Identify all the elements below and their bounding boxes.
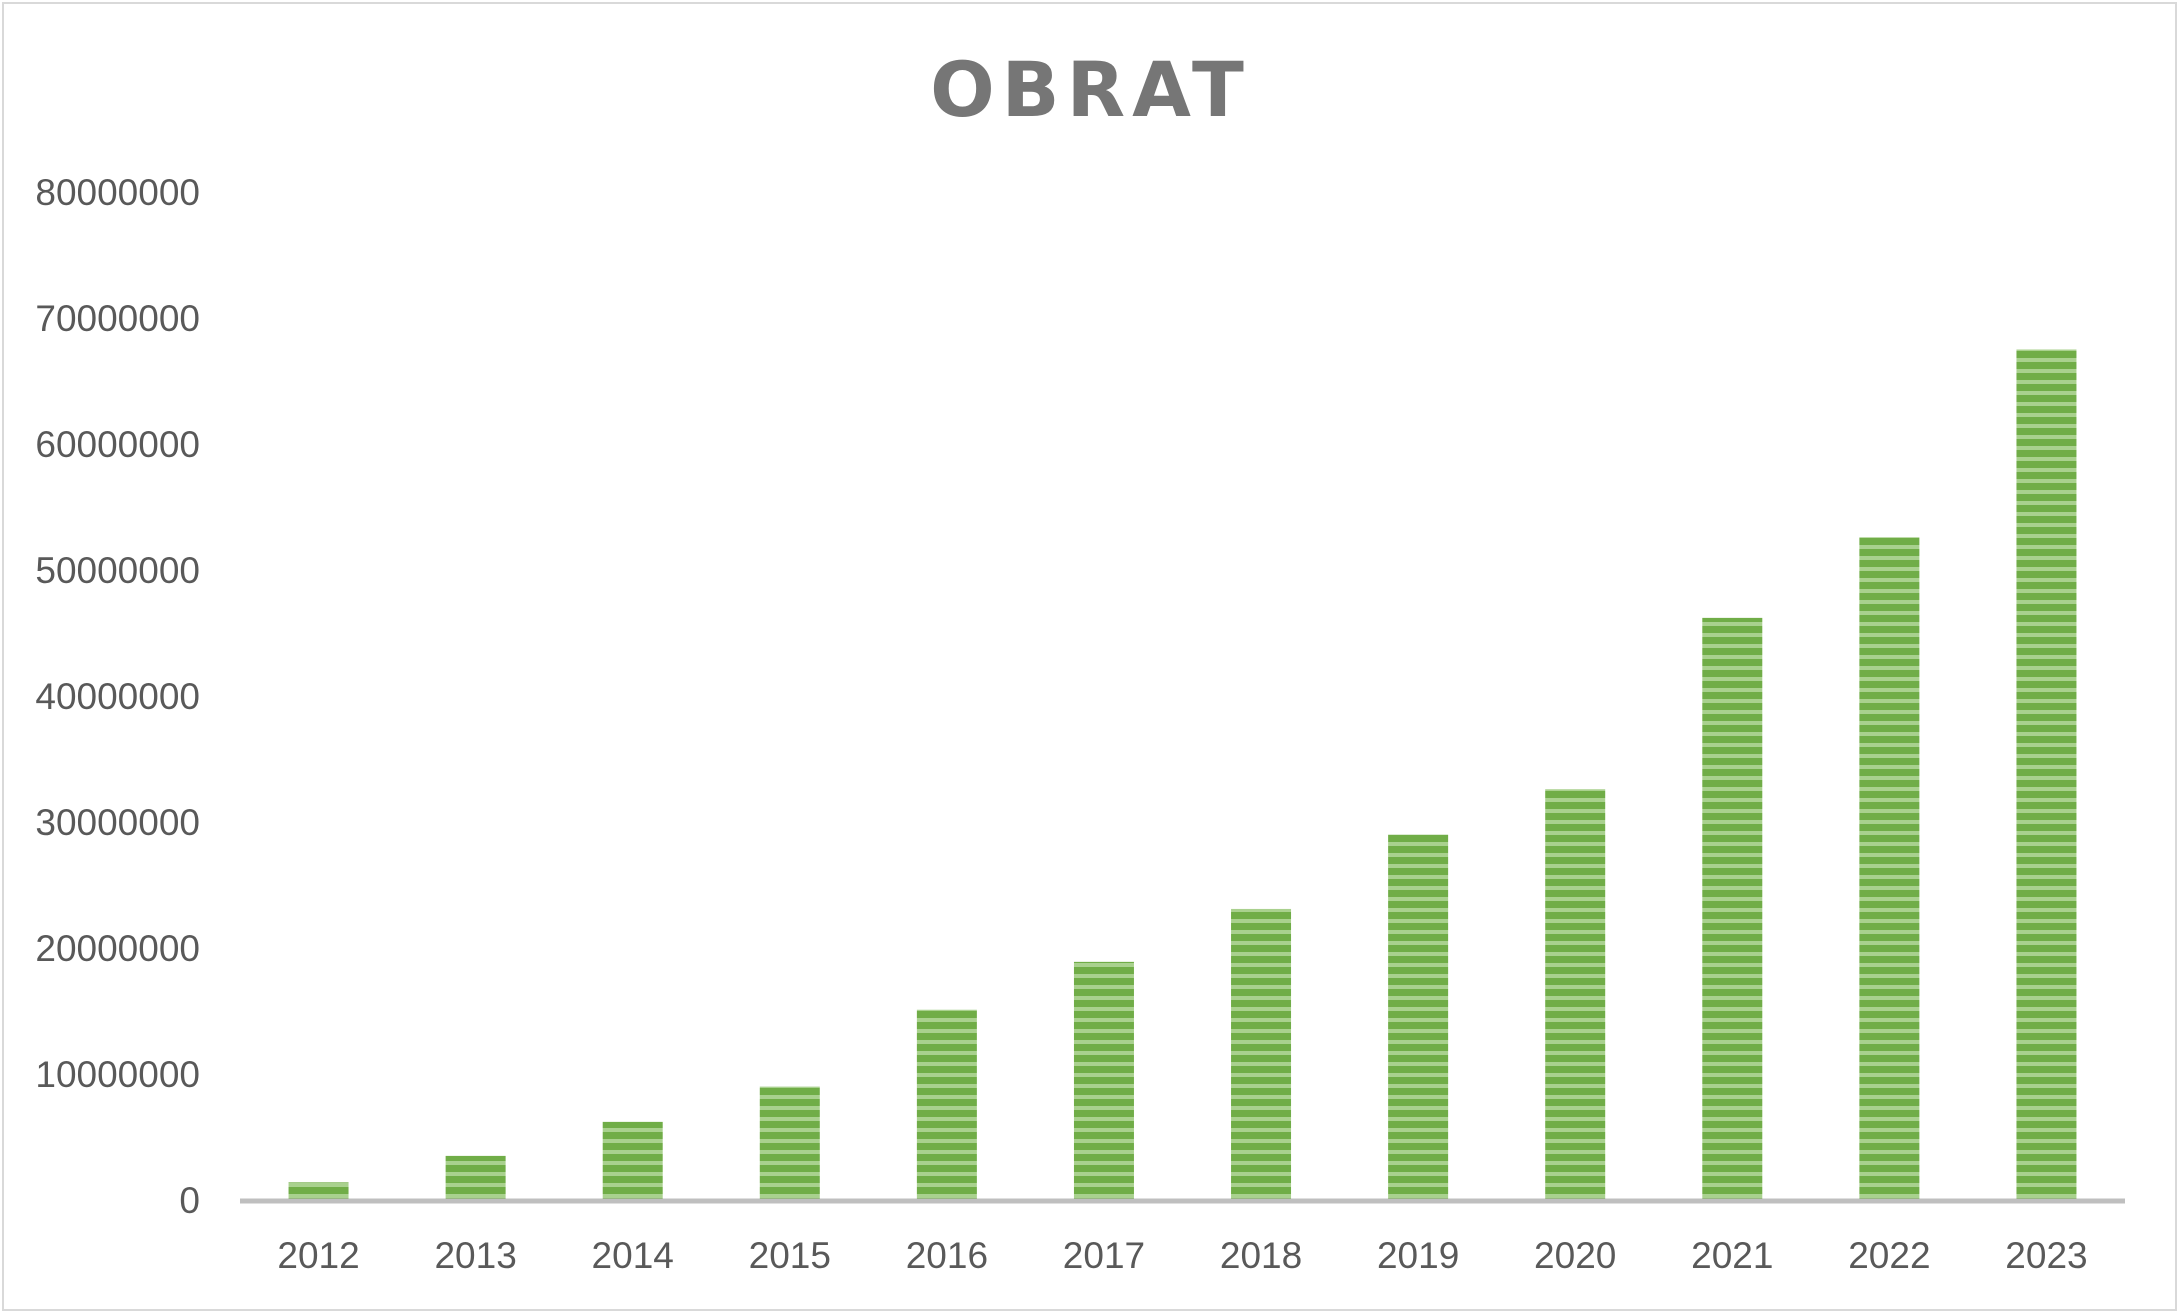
bar-2021	[1702, 617, 1763, 1200]
bars	[288, 349, 2077, 1200]
y-tick-label: 0	[179, 1180, 200, 1221]
y-axis-tick-labels: 0 10000000 20000000 30000000 40000000 5000000…	[35, 172, 200, 1221]
y-tick-label: 50000000	[35, 550, 200, 591]
x-tick-label-2014: 2014	[592, 1235, 674, 1276]
y-tick-label: 70000000	[35, 298, 200, 339]
x-tick-label-2017: 2017	[1063, 1235, 1145, 1276]
chart-title: OBRAT	[930, 45, 1251, 134]
x-tick-label-2021: 2021	[1691, 1235, 1773, 1276]
x-tick-label-2016: 2016	[906, 1235, 988, 1276]
x-tick-label-2018: 2018	[1220, 1235, 1302, 1276]
bar-2023	[2016, 349, 2077, 1200]
bar-2015	[759, 1086, 820, 1200]
bar-2016	[916, 1009, 977, 1200]
x-axis-tick-labels: 2012 2013 2014 2015 2016 2017 2018 2019 2020 2021…	[277, 1235, 2087, 1276]
bar-2018	[1231, 908, 1292, 1200]
bar-2012	[288, 1182, 349, 1200]
x-tick-label-2015: 2015	[749, 1235, 831, 1276]
y-tick-label: 20000000	[35, 928, 200, 969]
x-tick-label-2013: 2013	[434, 1235, 516, 1276]
y-tick-label: 30000000	[35, 802, 200, 843]
y-tick-label: 80000000	[35, 172, 200, 213]
x-tick-label-2020: 2020	[1534, 1235, 1616, 1276]
bar-2019	[1388, 834, 1449, 1200]
y-tick-label: 40000000	[35, 676, 200, 717]
x-tick-label-2023: 2023	[2005, 1235, 2087, 1276]
y-tick-label: 60000000	[35, 424, 200, 465]
bar-2022	[1859, 537, 1920, 1200]
x-tick-label-2012: 2012	[277, 1235, 359, 1276]
bar-2020	[1545, 789, 1606, 1200]
bar-2017	[1073, 961, 1134, 1200]
bar-2013	[445, 1155, 506, 1200]
x-tick-label-2019: 2019	[1377, 1235, 1459, 1276]
y-tick-label: 10000000	[35, 1054, 200, 1095]
x-tick-label-2022: 2022	[1848, 1235, 1930, 1276]
bar-2014	[602, 1121, 663, 1200]
